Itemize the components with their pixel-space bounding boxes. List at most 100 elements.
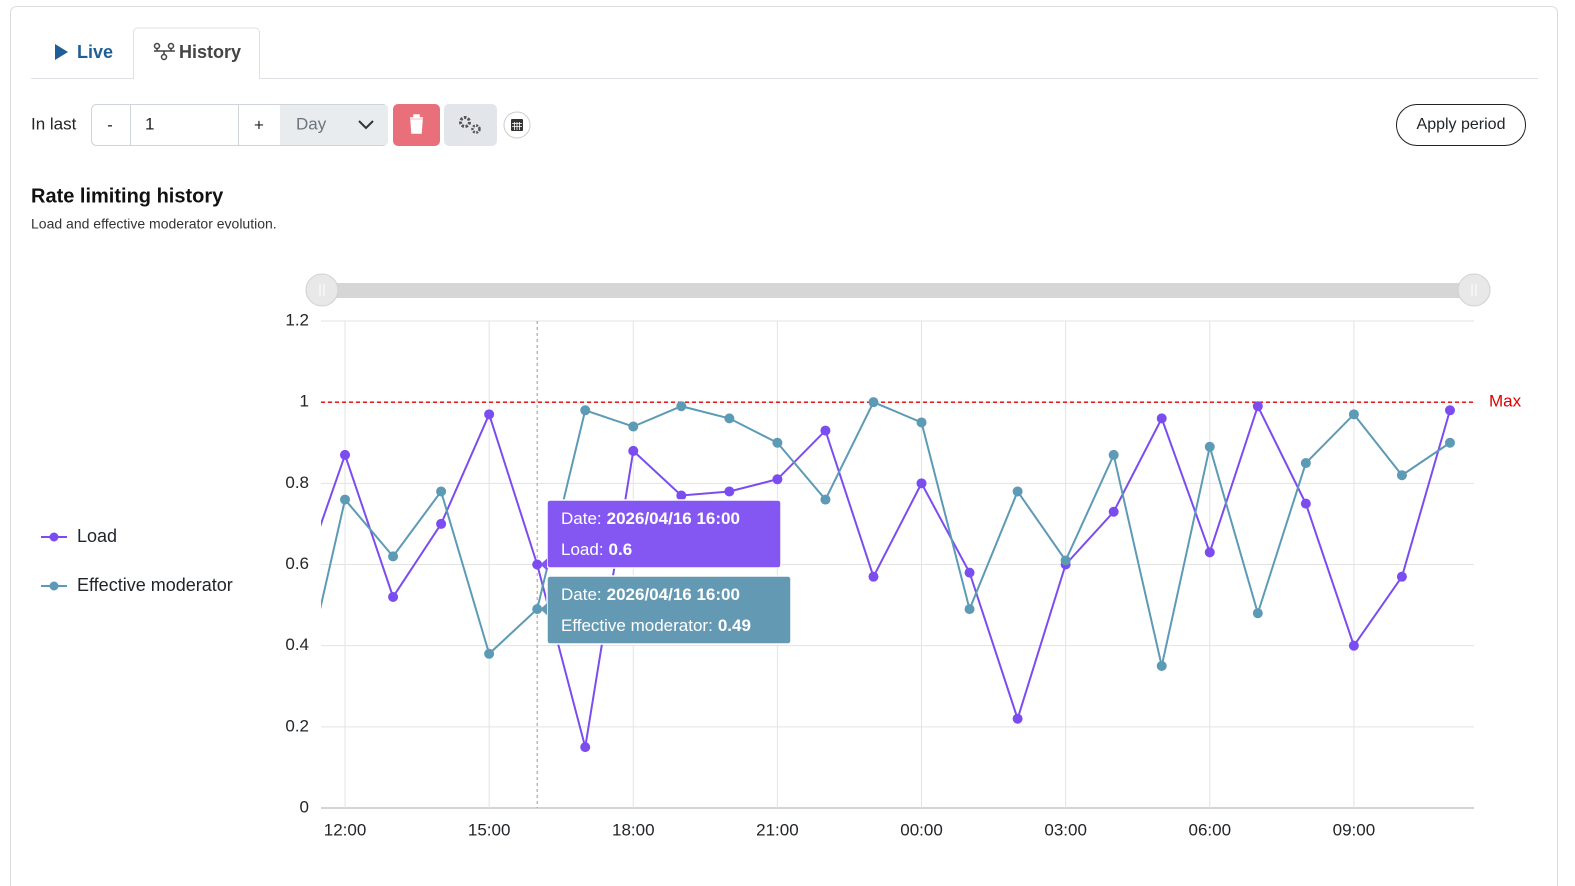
data-point xyxy=(1300,498,1311,509)
minus-button[interactable]: - xyxy=(107,105,131,145)
tooltip-label: Load: xyxy=(561,540,604,559)
apply-button[interactable]: Apply period xyxy=(1396,104,1526,146)
x-tick-label: 06:00 xyxy=(1188,820,1231,839)
y-tick-label: 0.4 xyxy=(285,635,309,654)
data-point xyxy=(724,413,735,424)
tab-live[interactable]: Live xyxy=(55,42,113,62)
x-tick-label: 09:00 xyxy=(1333,820,1376,839)
period-label: In last xyxy=(31,114,77,133)
data-point xyxy=(820,494,831,505)
data-point xyxy=(1156,413,1167,424)
data-point xyxy=(1252,401,1263,412)
legend-marker xyxy=(49,532,59,542)
data-point xyxy=(1012,486,1023,497)
tooltip-pointer xyxy=(540,558,547,571)
data-point xyxy=(484,409,495,420)
data-point xyxy=(628,445,639,456)
y-tick-label: 1.2 xyxy=(285,310,309,329)
data-point xyxy=(1348,409,1359,420)
x-tick-label: 00:00 xyxy=(900,820,943,839)
data-point xyxy=(676,401,687,412)
data-point xyxy=(532,559,543,570)
tooltip-line: Load: 0.6 xyxy=(561,540,632,559)
tooltip-value: 2026/04/16 16:00 xyxy=(607,509,740,528)
button-label: + xyxy=(254,115,264,134)
data-point xyxy=(1300,458,1311,469)
data-point xyxy=(436,486,447,497)
legend-label: Load xyxy=(77,526,117,546)
data-point xyxy=(388,591,399,602)
data-point xyxy=(580,742,591,753)
x-tick-label: 21:00 xyxy=(756,820,799,839)
tooltip-label: Date: xyxy=(561,509,602,528)
unit-select[interactable]: Day xyxy=(280,105,388,145)
tooltip-line: Date: 2026/04/16 16:00 xyxy=(561,585,740,604)
legend-item[interactable]: Effective moderator xyxy=(41,575,233,595)
y-tick-label: 0 xyxy=(300,797,309,816)
chart-title: Rate limiting history xyxy=(31,185,224,207)
data-point xyxy=(1396,571,1407,582)
x-tick-label: 15:00 xyxy=(468,820,511,839)
legend-item[interactable]: Load xyxy=(41,526,117,546)
data-point xyxy=(772,437,783,448)
data-point xyxy=(820,425,831,436)
delete-button[interactable] xyxy=(393,104,440,146)
data-point xyxy=(1348,640,1359,651)
period-input[interactable]: 1 xyxy=(145,114,154,133)
tooltip-value: 2026/04/16 16:00 xyxy=(607,585,740,604)
data-point xyxy=(1252,608,1263,619)
tab-label: History xyxy=(179,42,241,62)
data-point xyxy=(388,551,399,562)
select-label: Day xyxy=(296,114,327,133)
tooltip-value: 0.49 xyxy=(718,616,751,635)
data-point xyxy=(1108,506,1119,517)
plus-button[interactable]: + xyxy=(238,105,265,145)
button-label: - xyxy=(107,115,113,134)
calendar-button[interactable] xyxy=(503,111,531,139)
plot-area xyxy=(321,397,1455,753)
y-tick-label: 1 xyxy=(300,392,309,411)
data-point xyxy=(1204,441,1215,452)
y-tick-label: 0.8 xyxy=(285,473,309,492)
data-point xyxy=(1204,547,1215,558)
data-point xyxy=(628,421,639,432)
legend-label: Effective moderator xyxy=(77,575,233,595)
tooltip-pointer xyxy=(540,603,547,616)
threshold-label: Max xyxy=(1489,392,1522,411)
data-point xyxy=(916,478,927,489)
y-tick-label: 0.6 xyxy=(285,554,309,573)
play-icon xyxy=(55,44,68,60)
settings-button[interactable] xyxy=(444,104,497,146)
history-icon xyxy=(153,42,175,61)
card xyxy=(10,6,1558,886)
legend-marker xyxy=(49,581,59,591)
tooltip-value: 0.6 xyxy=(609,540,633,559)
data-point xyxy=(1156,660,1167,671)
data-point xyxy=(676,490,687,501)
data-point xyxy=(436,518,447,529)
data-point xyxy=(340,494,351,505)
data-point xyxy=(532,604,543,615)
y-tick-label: 0.2 xyxy=(285,716,309,735)
data-point xyxy=(916,417,927,428)
chart-subtitle: Load and effective moderator evolution. xyxy=(31,216,277,232)
data-point xyxy=(868,397,879,408)
data-point xyxy=(772,474,783,485)
data-point xyxy=(1444,405,1455,416)
tab-label: Live xyxy=(77,42,113,62)
tab-history[interactable]: History xyxy=(133,27,260,79)
data-point xyxy=(868,571,879,582)
data-point xyxy=(340,449,351,460)
tab-box xyxy=(133,27,260,79)
button-label: Apply period xyxy=(1417,116,1506,133)
x-tick-label: 12:00 xyxy=(324,820,367,839)
data-point xyxy=(964,567,975,578)
data-point xyxy=(1060,555,1071,566)
range-slider[interactable] xyxy=(305,273,1491,307)
data-point xyxy=(1012,713,1023,724)
tooltip-line: Effective moderator: 0.49 xyxy=(561,616,751,635)
data-point xyxy=(1108,449,1119,460)
data-point xyxy=(580,405,591,416)
data-point xyxy=(484,648,495,659)
